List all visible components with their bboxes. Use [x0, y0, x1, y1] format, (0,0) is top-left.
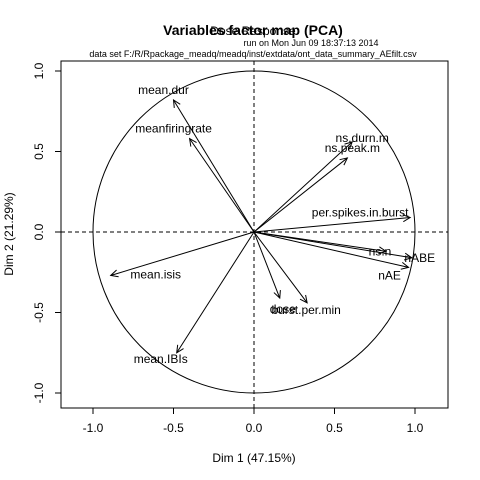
- arrowhead-mean-isis: [109, 269, 119, 278]
- label-ns-durn-m: ns.durn.m: [336, 131, 389, 145]
- chart-subtitle-1: run on Mon Jun 09 18:37:13 2014: [243, 38, 378, 48]
- arrowhead-burst-per-min: [299, 294, 308, 304]
- x-tick-label: -0.5: [163, 421, 184, 435]
- arrow-mean-ibis: [176, 231, 255, 354]
- label-nae: nAE: [378, 268, 401, 282]
- x-axis-label: Dim 1 (47.15%): [212, 451, 295, 465]
- label-mean-dur: mean.dur: [138, 83, 189, 97]
- label-mean-isis: mean.isis: [130, 267, 181, 281]
- variable-arrows-layer: [109, 98, 413, 354]
- arrow-nabe: [253, 231, 412, 259]
- arrowhead-per-spikes-in-burst: [402, 214, 412, 223]
- arrow-ns-durn-m: [253, 141, 353, 233]
- arrow-meanfiringrate: [189, 138, 255, 233]
- correlation-circle-layer: [92, 70, 416, 394]
- y-tick-label: 0.0: [32, 223, 46, 240]
- arrowhead-mean-ibis: [176, 344, 184, 354]
- chart-overlay-title: Dose Response: [210, 24, 296, 38]
- x-tick-label: 0.0: [246, 421, 263, 435]
- arrow-per-spikes-in-burst: [253, 217, 411, 233]
- arrowhead-nae: [400, 262, 410, 270]
- y-tick-label: 0.5: [32, 143, 46, 160]
- arrowhead-dose: [273, 289, 281, 300]
- label-ns-peak-m: ns.peak.m: [325, 141, 380, 155]
- arrow-ns-peak-m: [253, 157, 348, 233]
- y-tick-label: -1.0: [32, 382, 46, 403]
- arrowhead-ns-peak-m: [339, 157, 349, 166]
- x-tick-label: -1.0: [83, 421, 104, 435]
- label-meanfiringrate: meanfiringrate: [135, 122, 212, 136]
- label-per-spikes-in-burst: per.spikes.in.burst: [312, 206, 409, 220]
- correlation-circle: [92, 70, 416, 394]
- label-burst-per-min: burst.per.min: [271, 303, 340, 317]
- arrow-dose: [253, 231, 281, 299]
- chart-title: Variables factor map (PCA): [163, 22, 343, 38]
- y-axis-label: Dim 2 (21.29%): [2, 192, 16, 275]
- arrowhead-nabe: [403, 252, 413, 261]
- x-tick-label: 1.0: [407, 421, 424, 435]
- y-tick-label: 1.0: [32, 62, 46, 79]
- axes-layer: -1.0 -0.5 0.0 0.5 1.0 -1.0 -0.5 0.0 0.5 1.0: [32, 61, 448, 435]
- variable-labels-layer: mean.dur meanfiringrate ns.durn.mns.peak.m…: [130, 83, 435, 366]
- x-tick-label: 0.5: [326, 421, 343, 435]
- label-mean-ibis: mean.IBIs: [134, 352, 188, 366]
- arrowhead-meanfiringrate: [188, 137, 197, 147]
- label-ns-n: ns.n: [369, 244, 392, 258]
- chart-subtitle-2: data set F:/R/Rpackage_meadq/meadq/inst/…: [89, 49, 417, 59]
- arrow-nae: [253, 231, 409, 268]
- arrowhead-mean-dur: [172, 98, 181, 108]
- label-nabe: nABE: [404, 251, 435, 265]
- arrowhead-ns-durn-m: [344, 141, 354, 150]
- label-dose: dose: [270, 302, 296, 316]
- arrow-burst-per-min: [253, 231, 308, 304]
- arrow-mean-isis: [110, 231, 255, 276]
- y-tick-label: -0.5: [32, 302, 46, 323]
- arrow-mean-dur: [173, 99, 255, 233]
